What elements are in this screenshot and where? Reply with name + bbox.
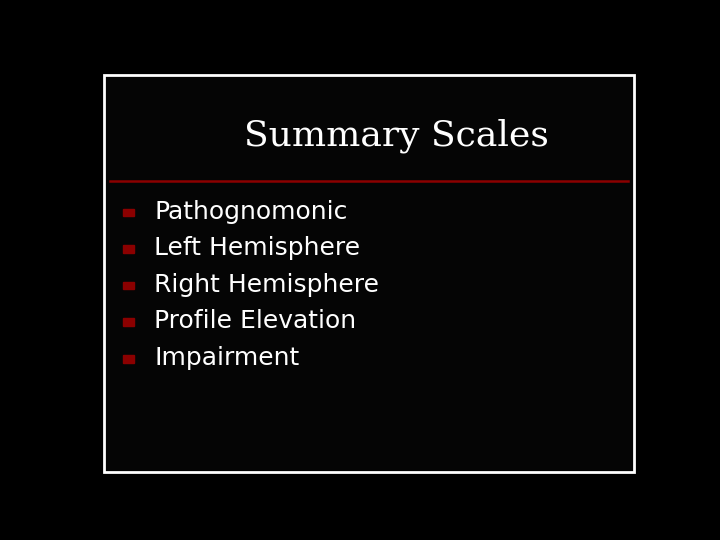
FancyBboxPatch shape (124, 355, 133, 362)
FancyBboxPatch shape (124, 208, 133, 216)
Text: Impairment: Impairment (154, 346, 300, 370)
FancyBboxPatch shape (104, 75, 634, 472)
Text: Left Hemisphere: Left Hemisphere (154, 236, 360, 260)
FancyBboxPatch shape (124, 245, 133, 253)
Text: Summary Scales: Summary Scales (245, 118, 549, 153)
Text: Right Hemisphere: Right Hemisphere (154, 273, 379, 297)
FancyBboxPatch shape (124, 282, 133, 289)
FancyBboxPatch shape (124, 319, 133, 326)
Text: Pathognomonic: Pathognomonic (154, 200, 348, 224)
Text: Profile Elevation: Profile Elevation (154, 309, 356, 333)
